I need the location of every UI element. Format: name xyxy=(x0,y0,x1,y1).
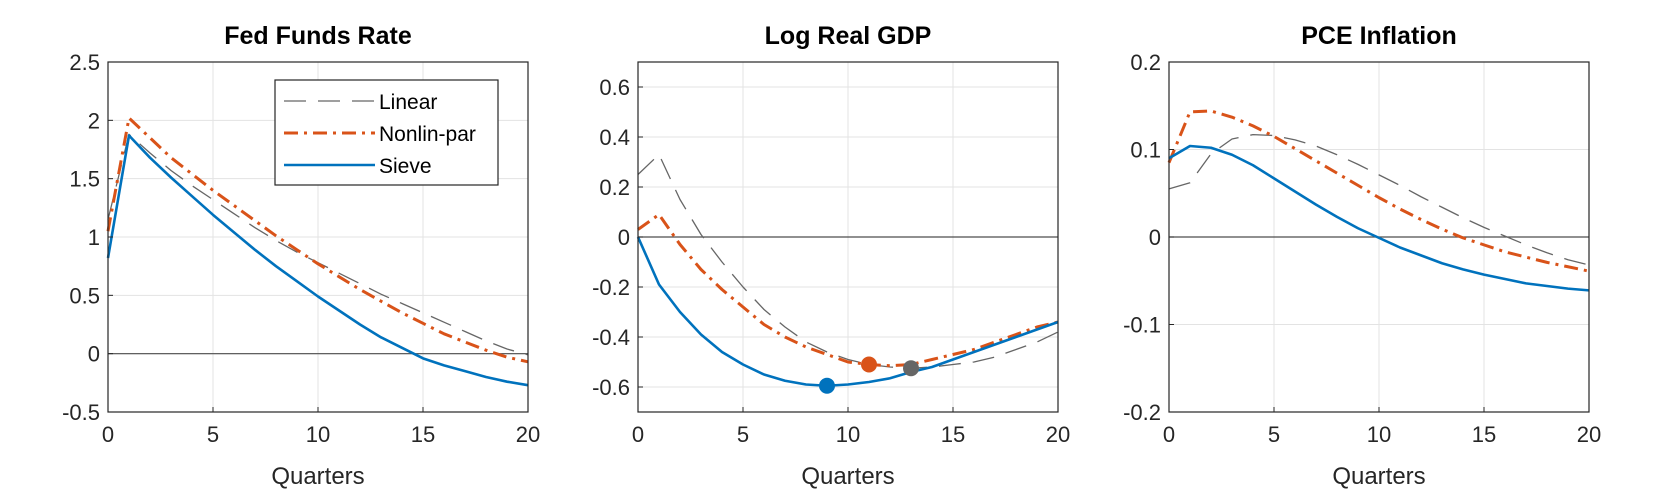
x-tick-label: 20 xyxy=(516,422,540,447)
y-tick-label: 0.6 xyxy=(599,75,630,100)
x-tick-label: 15 xyxy=(411,422,435,447)
legend: Linear Nonlin-par Sieve xyxy=(274,79,499,186)
chart-title: Fed Funds Rate xyxy=(224,22,412,50)
y-tick-labels: -0.6 -0.4 -0.2 0 0.2 0.4 0.6 xyxy=(592,75,643,400)
x-tick-label: 0 xyxy=(632,422,644,447)
panel-fed-funds-rate: Fed Funds Rate -0.500.511.522.5 0 5 10 15 20… xyxy=(62,22,540,490)
series-line-nonlin-par xyxy=(1167,109,1590,273)
series-lines xyxy=(106,116,529,387)
y-tick-label: 0.2 xyxy=(599,175,630,200)
y-tick-label: -0.6 xyxy=(592,375,630,400)
y-tick-labels: -0.2 -0.1 0 0.1 0.2 xyxy=(1123,50,1174,425)
legend-box xyxy=(274,79,499,186)
x-tick-label: 10 xyxy=(306,422,330,447)
x-tick-labels: 0 5 10 15 20 xyxy=(102,407,540,447)
series-line-sieve xyxy=(106,134,529,387)
legend-label-sieve: Sieve xyxy=(379,155,432,178)
x-tick-labels: 0 5 10 15 20 xyxy=(1163,407,1601,447)
series-line-sieve xyxy=(636,236,1059,388)
chart-title: PCE Inflation xyxy=(1301,22,1457,50)
panel-pce-inflation: PCE Inflation -0.2 -0.1 0 0.1 0.2 0 5 10 15 20 Q… xyxy=(1123,22,1601,490)
y-tick-label: 0 xyxy=(88,342,100,367)
x-tick-label: 15 xyxy=(941,422,965,447)
chart-title: Log Real GDP xyxy=(765,22,932,50)
series-line-linear xyxy=(637,153,1059,369)
y-tick-label: -0.1 xyxy=(1123,313,1161,338)
x-tick-label: 20 xyxy=(1046,422,1070,447)
x-axis-label: Quarters xyxy=(271,463,364,490)
y-tick-label: 0.2 xyxy=(1130,50,1161,75)
y-tick-label: 1 xyxy=(88,225,100,250)
series-line-linear xyxy=(1168,133,1590,266)
y-tick-labels: -0.5 0 0.5 1 1.5 2 2.5 xyxy=(62,50,113,425)
series-line-nonlin-par xyxy=(637,213,1059,368)
y-tick-label: -0.4 xyxy=(592,325,630,350)
x-tick-labels: 0 5 10 15 20 xyxy=(632,407,1070,447)
x-tick-label: 0 xyxy=(102,422,114,447)
legend-label-nonlin-par: Nonlin-par xyxy=(379,123,476,146)
panel-log-real-gdp: Log Real GDP -0.6 -0.4 -0.2 0 0.2 0.4 0.6 0 5 10… xyxy=(592,22,1070,490)
series-markers xyxy=(819,356,919,394)
y-tick-label: 1.5 xyxy=(69,167,100,192)
y-tick-label: 0.5 xyxy=(69,283,100,308)
y-tick-label: -0.2 xyxy=(592,275,630,300)
y-tick-label: 0.4 xyxy=(599,125,630,150)
y-tick-label: 0 xyxy=(1149,225,1161,250)
trough-marker-linear xyxy=(903,360,919,377)
y-tick-label: 0 xyxy=(618,225,630,250)
series-line-sieve xyxy=(1168,144,1590,292)
x-tick-label: 10 xyxy=(1367,422,1391,447)
series-lines xyxy=(636,153,1059,388)
y-tick-label: -0.5 xyxy=(62,400,100,425)
series-line-nonlin-par xyxy=(106,116,529,364)
x-tick-label: 10 xyxy=(836,422,860,447)
y-tick-label: -0.2 xyxy=(1123,400,1161,425)
x-tick-label: 5 xyxy=(737,422,749,447)
x-tick-label: 20 xyxy=(1577,422,1601,447)
x-tick-label: 5 xyxy=(207,422,219,447)
y-tick-label: 0.1 xyxy=(1130,138,1161,163)
trough-marker-sieve xyxy=(819,377,835,394)
x-axis-label: Quarters xyxy=(1332,463,1425,490)
trough-marker-nonlin-par xyxy=(861,356,877,373)
y-tick-label: 2.5 xyxy=(69,50,100,75)
y-tick-label: 2 xyxy=(88,108,100,133)
series-lines xyxy=(1167,109,1590,292)
x-axis-label: Quarters xyxy=(801,463,894,490)
legend-label-linear: Linear xyxy=(379,91,437,114)
x-tick-label: 0 xyxy=(1163,422,1175,447)
x-tick-label: 15 xyxy=(1472,422,1496,447)
x-tick-label: 5 xyxy=(1268,422,1280,447)
